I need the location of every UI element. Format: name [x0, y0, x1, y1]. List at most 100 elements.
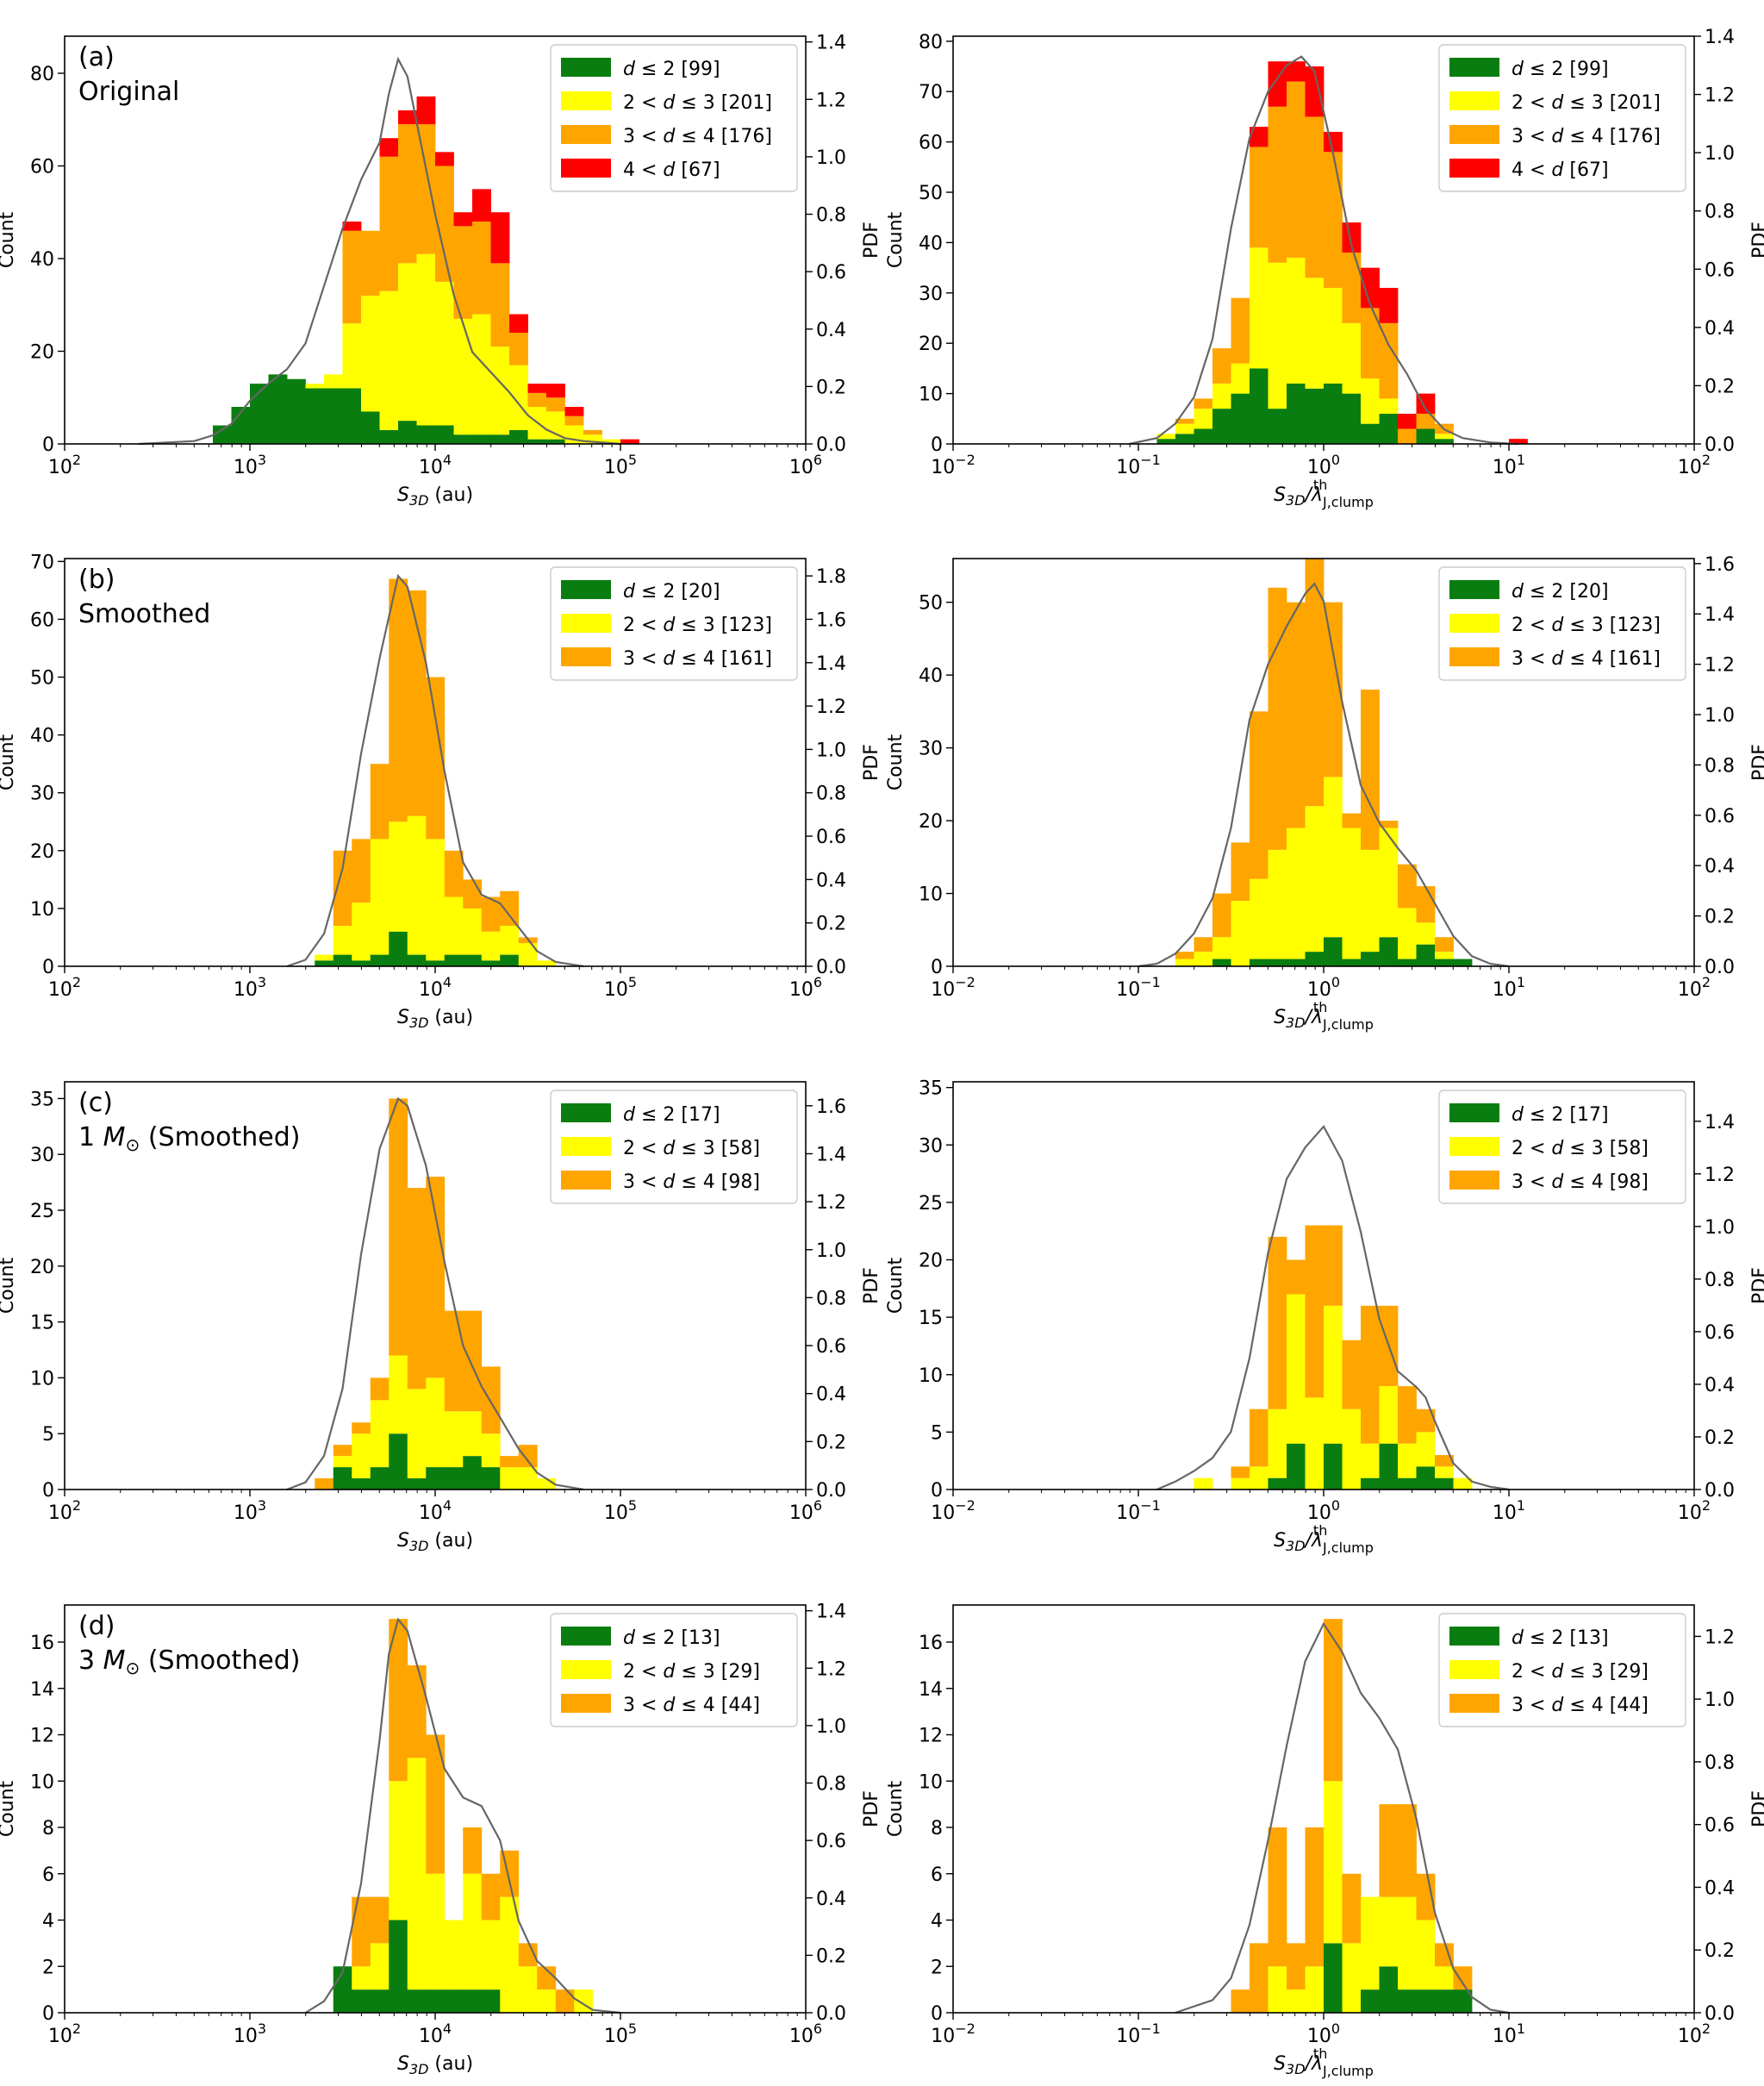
bar-d-le-2 [1324, 383, 1343, 444]
bar-d-2-3 [305, 384, 325, 389]
legend-swatch [561, 647, 611, 666]
y2-tick-label: 0.8 [1705, 202, 1735, 223]
bar-d-le-2 [370, 954, 390, 966]
y-tick-label: 80 [30, 64, 54, 85]
y2-tick-label: 0.4 [1705, 318, 1735, 340]
y2-tick-label: 0.4 [816, 1384, 846, 1406]
y-tick-label: 50 [919, 593, 943, 615]
legend-label: 3 < d ≤ 4 [161] [1512, 648, 1661, 670]
bar-d-2-3 [1287, 828, 1306, 959]
x-tick-label: 10−2 [931, 452, 975, 478]
y-axis-label: Count [885, 211, 907, 268]
y-tick-label: 30 [30, 784, 54, 805]
bar-d-gt-4 [453, 212, 473, 227]
bar-d-3-4 [1435, 937, 1454, 952]
bar-d-2-3 [1287, 1989, 1306, 2013]
y-tick-label: 0 [42, 434, 54, 456]
bar-d-2-3 [1324, 1305, 1343, 1444]
y-tick-label: 16 [919, 1633, 943, 1654]
y2-axis-label: PDF [861, 222, 882, 259]
bar-d-2-3 [481, 1433, 501, 1468]
bar-d-3-4 [435, 166, 454, 282]
y2-tick-label: 0.6 [1705, 259, 1735, 281]
y-tick-label: 2 [42, 1957, 54, 1978]
bar-d-2-3 [1305, 806, 1325, 952]
bar-d-3-4 [509, 333, 528, 365]
bar-d-le-2 [352, 1989, 371, 2013]
y-tick-label: 20 [919, 811, 943, 833]
x-axis-label: S3D (au) [397, 1530, 473, 1554]
bar-d-le-2 [1250, 368, 1268, 444]
y-tick-label: 15 [919, 1308, 943, 1329]
panel-d-right: 10−2 10−1 100 101 102 0 2 4 6 8 10 12 14 16 0.0 0.2 0.4 0… [885, 1604, 1764, 2079]
bar-d-2-3 [500, 1467, 520, 1490]
bar-d-3-4 [1398, 1804, 1417, 1897]
bar-d-gt-4 [1509, 439, 1528, 444]
bar-d-2-3 [1398, 1896, 1417, 1990]
y2-tick-label: 0.2 [816, 1945, 846, 1967]
y2-tick-label: 1.0 [816, 1716, 846, 1738]
bar-d-3-4 [361, 230, 380, 296]
bar-d-2-3 [1435, 952, 1454, 959]
bar-d-le-2 [1305, 952, 1325, 966]
bar-d-2-3 [352, 902, 371, 961]
legend-swatch [561, 1627, 611, 1646]
bar-d-2-3 [426, 1377, 446, 1468]
bar-d-le-2 [463, 1456, 483, 1490]
bar-d-2-3 [370, 839, 390, 955]
y-tick-label: 70 [30, 552, 54, 573]
bar-d-gt-4 [1398, 413, 1417, 429]
bar-d-2-3 [1324, 1781, 1343, 1944]
legend: d ≤ 2 [17] 2 < d ≤ 3 [58] 3 < d ≤ 4 [98] [550, 1090, 798, 1204]
bar-d-le-2 [1453, 1989, 1473, 2013]
y2-tick-label: 1.2 [816, 1192, 846, 1214]
x-tick-label: 100 [1307, 974, 1340, 1001]
y-tick-label: 20 [919, 334, 943, 355]
bar-d-3-4 [500, 890, 520, 927]
bar-d-2-3 [1175, 423, 1194, 434]
bar-d-2-3 [583, 434, 602, 444]
bar-d-2-3 [481, 931, 501, 961]
bar-d-le-2 [1268, 1477, 1287, 1490]
bar-d-le-2 [1416, 428, 1436, 444]
panel-c-right: 10−2 10−1 100 101 102 0 5 10 15 20 25 30 35 0.0 0.2 0.4… [885, 1078, 1764, 1556]
y2-tick-label: 0.8 [1705, 755, 1735, 777]
bar-d-le-2 [1175, 434, 1194, 444]
x-tick-label: 102 [1678, 1497, 1711, 1524]
x-tick-label: 103 [234, 2020, 266, 2047]
bar-d-le-2 [324, 388, 343, 444]
y-tick-label: 10 [919, 384, 943, 406]
bar-d-2-3 [1305, 1397, 1325, 1490]
legend-swatch [561, 125, 611, 144]
bar-d-3-4 [1416, 886, 1436, 923]
y2-tick-label: 1.4 [1705, 1112, 1735, 1134]
bar-d-3-4 [1342, 1340, 1362, 1409]
y-tick-label: 5 [931, 1422, 943, 1444]
y2-tick-label: 1.6 [1705, 554, 1735, 576]
y-tick-label: 4 [931, 1911, 943, 1933]
bar-d-3-4 [1305, 559, 1325, 807]
bar-d-gt-4 [435, 152, 454, 166]
legend-swatch [1449, 1627, 1499, 1646]
bar-d-2-3 [1435, 1966, 1454, 1990]
bar-d-le-2 [1342, 959, 1362, 966]
y2-tick-label: 1.2 [816, 696, 846, 718]
bar-d-3-4 [1250, 147, 1268, 248]
y-tick-label: 2 [931, 1957, 943, 1978]
bar-d-3-4 [315, 1478, 334, 1490]
bar-d-2-3 [518, 1966, 538, 2013]
panel-a-right: 10−2 10−1 100 101 102010203040506070800.00.2… [885, 27, 1764, 510]
bar-d-2-3 [1250, 878, 1268, 959]
y-tick-label: 8 [931, 1818, 943, 1839]
bar-d-3-4 [453, 226, 473, 319]
bar-d-3-4 [1379, 821, 1399, 828]
bar-d-le-2 [1416, 1989, 1436, 2013]
legend-label: 2 < d ≤ 3 [58] [1512, 1138, 1649, 1159]
bar-d-le-2 [1287, 959, 1306, 966]
bar-d-le-2 [287, 378, 306, 444]
bar-d-3-4 [1231, 842, 1250, 901]
bar-d-3-4 [352, 1896, 371, 1967]
legend-box [550, 44, 798, 192]
bar-d-2-3 [500, 926, 520, 955]
y2-tick-label: 0.8 [816, 1774, 846, 1796]
